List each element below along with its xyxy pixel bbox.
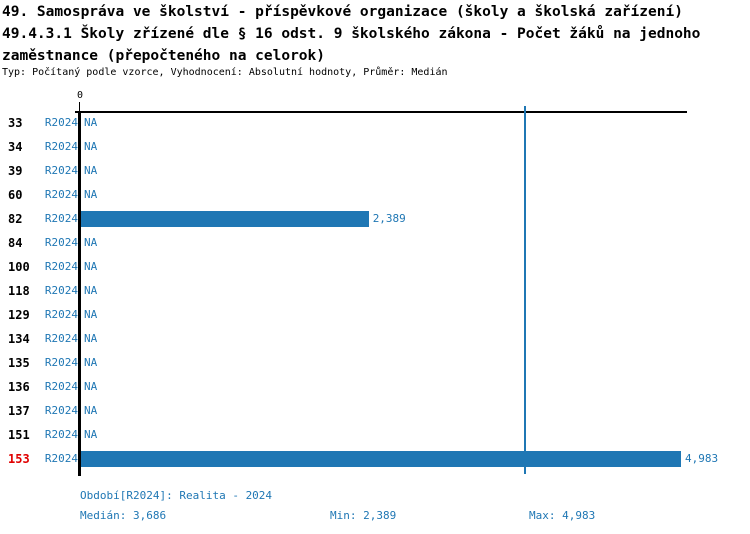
chart-row: 34 R2024 NA — [0, 135, 750, 159]
row-period-label: R2024 — [44, 404, 78, 417]
y-axis-line — [78, 111, 81, 476]
row-na-label: NA — [84, 236, 98, 249]
row-id-label: 136 — [8, 380, 30, 394]
row-id-label: 134 — [8, 332, 30, 346]
row-period-label: R2024 — [44, 428, 78, 441]
row-period-label: R2024 — [44, 188, 78, 201]
row-id-label: 100 — [8, 260, 30, 274]
row-period-label: R2024 — [44, 284, 78, 297]
row-period-label: R2024 — [44, 212, 78, 225]
row-id-label: 118 — [8, 284, 30, 298]
row-na-label: NA — [84, 308, 98, 321]
row-na-label: NA — [84, 404, 98, 417]
row-period-label: R2024 — [44, 164, 78, 177]
row-period-label: R2024 — [44, 236, 78, 249]
row-na-label: NA — [84, 116, 98, 129]
row-period-label: R2024 — [44, 452, 78, 465]
row-period-label: R2024 — [44, 116, 78, 129]
chart-row: 153 R2024 4,983 — [0, 447, 750, 471]
row-na-label: NA — [84, 188, 98, 201]
footer-period-label: Období[R2024]: Realita - 2024 — [80, 489, 273, 502]
footer-min-label: Min: 2,389 — [330, 509, 397, 522]
row-id-label: 135 — [8, 356, 30, 370]
footer-max-label: Max: 4,983 — [529, 509, 596, 522]
report-title-line3: zaměstnance (přepočteného na celorok) — [2, 48, 326, 64]
value-bar — [81, 451, 681, 467]
row-id-label: 34 — [8, 140, 23, 154]
row-period-label: R2024 — [44, 140, 78, 153]
row-period-label: R2024 — [44, 260, 78, 273]
chart-row: 39 R2024 NA — [0, 159, 750, 183]
row-id-label: 137 — [8, 404, 30, 418]
row-id-label: 82 — [8, 212, 23, 226]
row-id-label: 33 — [8, 116, 23, 130]
value-bar — [81, 211, 369, 227]
report-title-line2: 49.4.3.1 Školy zřízené dle § 16 odst. 9 … — [2, 26, 701, 42]
row-id-label: 60 — [8, 188, 23, 202]
row-na-label: NA — [84, 164, 98, 177]
row-na-label: NA — [84, 260, 98, 273]
x-axis-tick — [79, 102, 80, 111]
x-axis-zero-label: 0 — [76, 90, 84, 101]
row-na-label: NA — [84, 284, 98, 297]
chart-row: 136 R2024 NA — [0, 375, 750, 399]
row-period-label: R2024 — [44, 380, 78, 393]
row-id-label: 153 — [8, 452, 30, 466]
report-title: 49. Samospráva ve školství - příspěvkové… — [2, 1, 700, 67]
median-line — [523, 106, 526, 474]
row-period-label: R2024 — [44, 332, 78, 345]
row-period-label: R2024 — [44, 356, 78, 369]
row-period-label: R2024 — [44, 308, 78, 321]
row-na-label: NA — [84, 428, 98, 441]
row-na-label: NA — [84, 380, 98, 393]
row-id-label: 151 — [8, 428, 30, 442]
row-na-label: NA — [84, 140, 98, 153]
row-id-label: 39 — [8, 164, 23, 178]
row-na-label: NA — [84, 356, 98, 369]
chart-row: 137 R2024 NA — [0, 399, 750, 423]
report-subtitle: Typ: Počítaný podle vzorce, Vyhodnocení:… — [2, 67, 448, 78]
row-value-label: 2,389 — [372, 212, 406, 225]
chart-row: 151 R2024 NA — [0, 423, 750, 447]
row-value-label: 4,983 — [685, 452, 719, 465]
chart-row: 129 R2024 NA — [0, 303, 750, 327]
report-title-line1: 49. Samospráva ve školství - příspěvkové… — [2, 4, 683, 20]
x-axis-line — [75, 111, 687, 113]
chart-row: 82 R2024 2,389 — [0, 207, 750, 231]
chart-row: 100 R2024 NA — [0, 255, 750, 279]
footer-median-label: Medián: 3,686 — [80, 509, 167, 522]
chart-row: 84 R2024 NA — [0, 231, 750, 255]
row-id-label: 129 — [8, 308, 30, 322]
chart-row: 135 R2024 NA — [0, 351, 750, 375]
chart-row: 118 R2024 NA — [0, 279, 750, 303]
chart-row: 33 R2024 NA — [0, 111, 750, 135]
chart-row: 134 R2024 NA — [0, 327, 750, 351]
row-na-label: NA — [84, 332, 98, 345]
chart-row: 60 R2024 NA — [0, 183, 750, 207]
row-id-label: 84 — [8, 236, 23, 250]
